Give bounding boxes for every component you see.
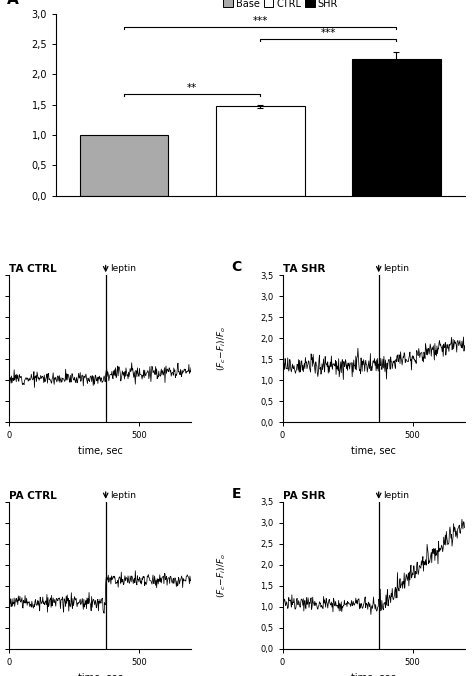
Y-axis label: $(F_c\!-\!F_i)/F_o$: $(F_c\!-\!F_i)/F_o$ [215,553,228,598]
X-axis label: time, sec: time, sec [351,446,396,456]
Text: PA CTRL: PA CTRL [9,491,57,501]
Bar [216,106,305,196]
Y-axis label: $(F_c\!-\!F_i)/F_o$: $(F_c\!-\!F_i)/F_o$ [215,327,228,371]
Text: leptin: leptin [110,264,137,273]
Text: E: E [231,487,241,501]
X-axis label: time, sec: time, sec [78,673,123,676]
Text: PA SHR: PA SHR [283,491,325,501]
Text: ***: *** [321,28,336,39]
Text: TA SHR: TA SHR [283,264,325,274]
X-axis label: time, sec: time, sec [78,446,123,456]
X-axis label: time, sec: time, sec [351,673,396,676]
Legend: Base, CTRL, SHR: Base, CTRL, SHR [219,0,342,12]
Text: C: C [231,260,242,274]
Text: TA CTRL: TA CTRL [9,264,57,274]
Text: leptin: leptin [383,491,410,500]
Text: **: ** [187,83,197,93]
Bar [80,135,168,196]
Bar [352,59,441,196]
Text: A: A [7,0,19,7]
Text: ***: *** [253,16,268,26]
Text: leptin: leptin [383,264,410,273]
Text: leptin: leptin [110,491,137,500]
